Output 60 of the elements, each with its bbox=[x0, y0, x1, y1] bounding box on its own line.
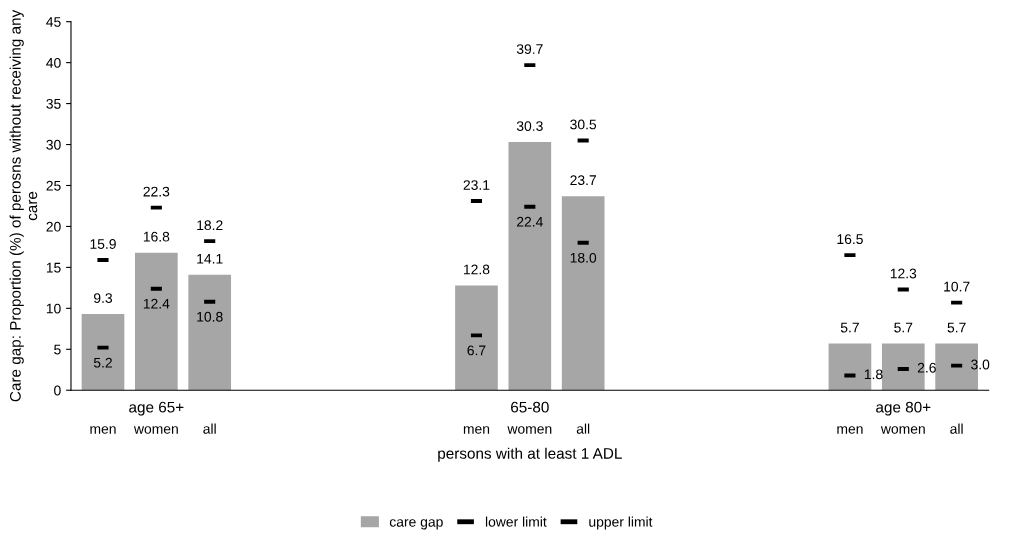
data-label: 6.7 bbox=[467, 345, 486, 356]
bar bbox=[188, 274, 232, 391]
bar bbox=[508, 142, 552, 391]
bar bbox=[455, 285, 498, 391]
y-tick-label: 35 bbox=[46, 98, 61, 109]
bar bbox=[561, 196, 605, 391]
data-label: 14.1 bbox=[197, 253, 223, 264]
y-tick-label: 40 bbox=[46, 57, 61, 68]
x-tick-label: all bbox=[950, 423, 963, 434]
data-label: 12.8 bbox=[464, 264, 490, 275]
data-label: 12.3 bbox=[890, 268, 917, 279]
data-label: 23.7 bbox=[570, 175, 596, 186]
x-tick-label: women bbox=[133, 426, 178, 434]
data-label: 10.8 bbox=[197, 311, 223, 322]
x-axis-title: persons with at least 1 ADL bbox=[438, 447, 622, 462]
data-label: 2.6 bbox=[917, 362, 936, 373]
data-label: 30.3 bbox=[516, 121, 543, 131]
text: 65-80 bbox=[511, 401, 549, 413]
data-label: 10.7 bbox=[944, 281, 970, 292]
y-tick-label: 45 bbox=[46, 17, 61, 27]
data-label: 16.8 bbox=[143, 231, 170, 242]
data-label: 23.1 bbox=[463, 180, 490, 190]
data-label: 12.4 bbox=[143, 298, 170, 309]
y-tick-label: 20 bbox=[46, 221, 61, 232]
data-label: 5.7 bbox=[894, 322, 913, 333]
x-tick-label: all bbox=[203, 423, 216, 434]
y-tick-label: 5 bbox=[54, 344, 61, 355]
x-tick-label: men bbox=[837, 426, 863, 434]
data-label: 22.4 bbox=[517, 216, 543, 227]
data-label: 30.5 bbox=[570, 119, 597, 130]
data-label: 16.5 bbox=[837, 234, 863, 245]
y-tick-label: 0 bbox=[54, 385, 61, 396]
x-tick-label: women bbox=[880, 426, 925, 434]
text: age 65+ bbox=[129, 401, 184, 416]
y-axis-title: Care gap: Proportion (%) of perosns without receiving any care bbox=[9, 9, 38, 402]
x-tick-label: all bbox=[576, 423, 590, 434]
bar bbox=[135, 252, 178, 391]
text: age 80+ bbox=[876, 401, 931, 416]
data-label: 9.3 bbox=[93, 293, 113, 303]
data-label: 39.7 bbox=[516, 44, 543, 55]
data-label: 22.3 bbox=[143, 186, 170, 197]
data-label: 15.9 bbox=[90, 239, 116, 249]
y-tick-label: 10 bbox=[46, 303, 61, 314]
legend-label: lower limit bbox=[485, 516, 547, 527]
x-tick-label: men bbox=[463, 426, 490, 434]
data-label: 5.7 bbox=[947, 322, 966, 333]
data-label: 5.7 bbox=[840, 322, 859, 333]
legend-label: care gap bbox=[389, 519, 443, 530]
y-tick-label: 15 bbox=[46, 262, 61, 273]
data-label: 3.0 bbox=[971, 359, 990, 370]
bar bbox=[81, 314, 125, 391]
x-tick-label: men bbox=[90, 426, 116, 434]
data-label: 18.2 bbox=[197, 220, 223, 231]
data-label: 5.2 bbox=[93, 357, 112, 368]
y-tick-label: 30 bbox=[46, 139, 61, 150]
data-label: 18.0 bbox=[570, 252, 597, 263]
y-tick-label: 25 bbox=[46, 180, 61, 191]
data-label: 1.8 bbox=[864, 369, 883, 380]
x-tick-label: women bbox=[507, 426, 552, 434]
legend-label: upper limit bbox=[589, 516, 653, 530]
